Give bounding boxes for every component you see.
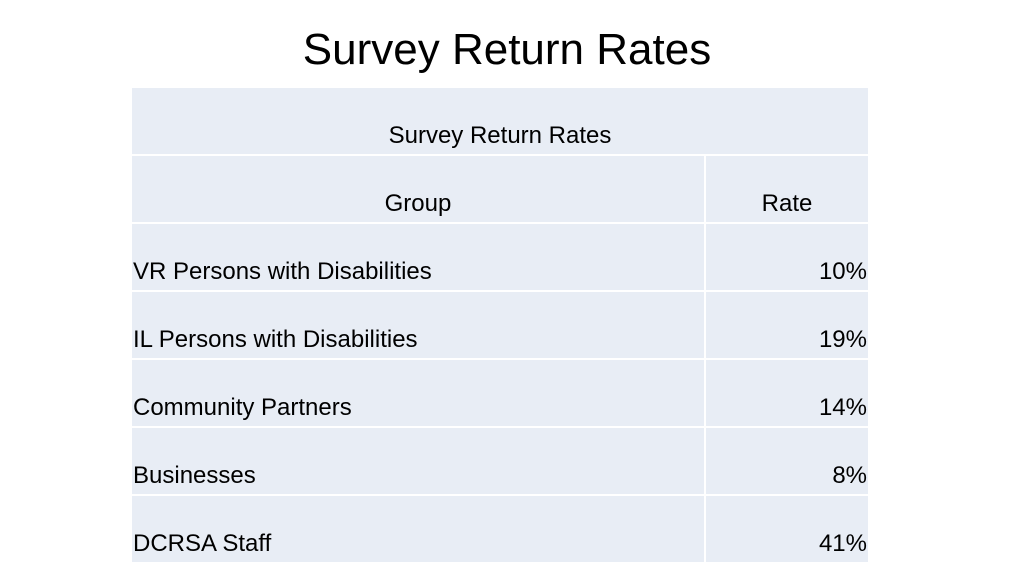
group-cell: VR Persons with Disabilities <box>130 222 706 292</box>
rate-cell: 14% <box>704 358 870 428</box>
rate-cell: 41% <box>704 494 870 564</box>
table-caption: Survey Return Rates <box>130 86 870 156</box>
table-row: Community Partners 14% <box>130 358 870 428</box>
group-cell: Community Partners <box>130 358 706 428</box>
table-row: IL Persons with Disabilities 19% <box>130 290 870 360</box>
table-body: Survey Return Rates Group Rate VR Person… <box>130 86 870 564</box>
rate-cell: 8% <box>704 426 870 496</box>
table-row: Businesses 8% <box>130 426 870 496</box>
header-cell: Group <box>130 154 706 224</box>
group-cell: Businesses <box>130 426 706 496</box>
rate-cell: 10% <box>704 222 870 292</box>
data-table: Survey Return Rates Group Rate VR Person… <box>130 86 870 564</box>
caption-row: Survey Return Rates <box>130 86 870 156</box>
table-row: DCRSA Staff 41% <box>130 494 870 564</box>
header-cell: Rate <box>704 154 870 224</box>
slide-title: Survey Return Rates <box>302 25 712 74</box>
rate-cell: 19% <box>704 290 870 360</box>
header-row: Group Rate <box>130 154 870 224</box>
table-row: VR Persons with Disabilities 10% <box>130 222 870 292</box>
group-cell: DCRSA Staff <box>130 494 706 564</box>
group-cell: IL Persons with Disabilities <box>130 290 706 360</box>
